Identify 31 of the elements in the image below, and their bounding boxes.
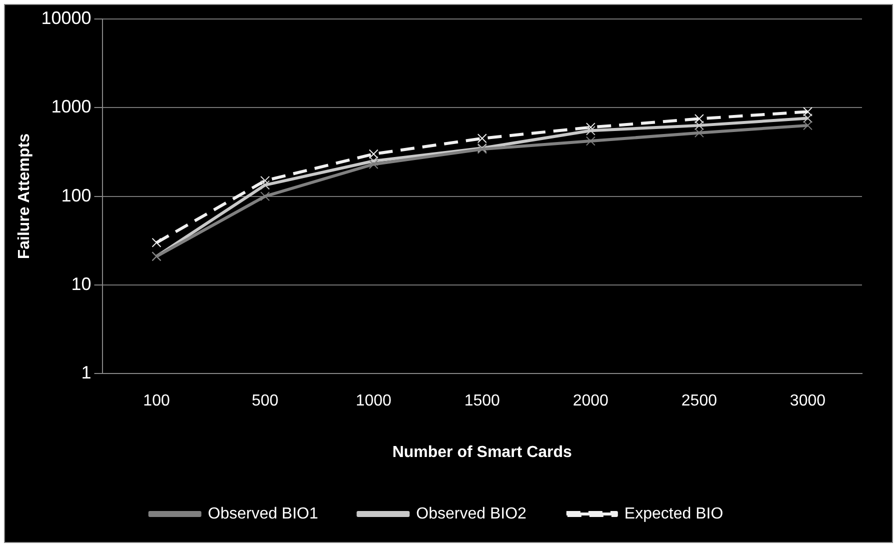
legend-label: Observed BIO2	[416, 505, 527, 522]
point	[260, 192, 270, 202]
point	[694, 128, 704, 138]
point	[802, 113, 812, 123]
point	[694, 120, 704, 130]
point	[477, 134, 487, 144]
x-tick-label: 2000	[572, 392, 609, 410]
point	[802, 120, 812, 130]
legend-label: Expected BIO	[624, 505, 724, 522]
y-tick-label: 1	[81, 362, 92, 383]
x-tick-label: 100	[143, 392, 170, 410]
point	[694, 114, 704, 124]
y-tick-label: 100	[61, 185, 92, 206]
point	[586, 126, 596, 136]
x-tick-label: 3000	[790, 392, 826, 410]
y-tick-label: 10000	[41, 8, 92, 28]
point	[586, 136, 596, 146]
x-tick-label: 1500	[464, 392, 500, 410]
x-tick-label: 500	[252, 392, 278, 410]
y-axis-title: Failure Attempts	[16, 133, 34, 260]
point	[152, 238, 162, 248]
y-tick-label: 10	[71, 274, 92, 294]
x-tick-label: 2500	[681, 392, 718, 410]
x-tick-label: 1000	[356, 392, 392, 410]
point	[260, 180, 270, 190]
x-axis-title: Number of Smart Cards	[392, 444, 572, 461]
point	[368, 149, 378, 159]
y-tick-label: 1000	[51, 96, 92, 117]
point	[802, 106, 812, 116]
legend-label: Observed BIO1	[208, 505, 318, 522]
point	[368, 159, 378, 169]
